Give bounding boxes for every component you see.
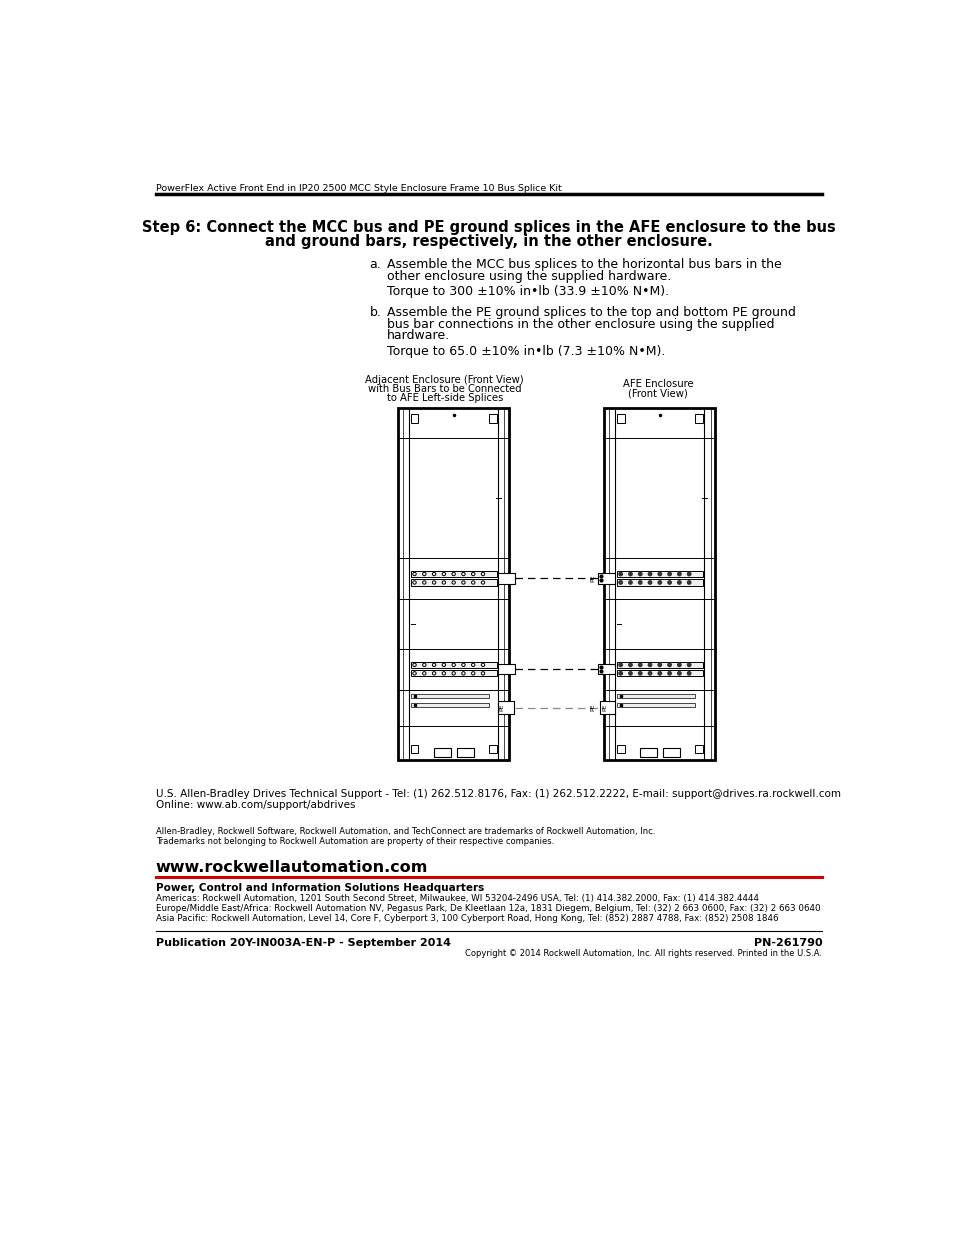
Circle shape: [677, 672, 680, 676]
Bar: [617, 662, 702, 668]
Text: (Front View): (Front View): [627, 389, 687, 399]
Bar: [433, 748, 450, 757]
Bar: [617, 704, 695, 708]
Bar: [662, 748, 679, 757]
Bar: [488, 745, 497, 752]
Circle shape: [628, 672, 632, 676]
Circle shape: [648, 663, 651, 667]
Bar: [695, 414, 702, 424]
Circle shape: [687, 672, 690, 676]
Bar: [410, 414, 418, 424]
Bar: [410, 745, 418, 752]
Bar: [497, 701, 513, 714]
Circle shape: [648, 572, 651, 576]
Bar: [598, 663, 615, 674]
Text: AFE Enclosure: AFE Enclosure: [622, 379, 693, 389]
Circle shape: [618, 572, 621, 576]
Bar: [617, 671, 702, 677]
Text: Assemble the PE ground splices to the top and bottom PE ground: Assemble the PE ground splices to the to…: [386, 306, 795, 319]
Bar: [617, 694, 695, 698]
Circle shape: [658, 580, 660, 584]
Text: bus bar connections in the other enclosure using the supplied: bus bar connections in the other enclosu…: [386, 317, 773, 331]
Text: Power, Control and Information Solutions Headquarters: Power, Control and Information Solutions…: [155, 883, 483, 893]
Text: Publication 20Y-IN003A-EN-P - September 2014: Publication 20Y-IN003A-EN-P - September …: [155, 939, 450, 948]
Text: PE: PE: [601, 704, 606, 711]
Text: Torque to 300 ±10% in•lb (33.9 ±10% N•M).: Torque to 300 ±10% in•lb (33.9 ±10% N•M)…: [386, 285, 668, 299]
Text: to AFE Left-side Splices: to AFE Left-side Splices: [386, 393, 502, 403]
Text: Allen-Bradley, Rockwell Software, Rockwell Automation, and TechConnect are trade: Allen-Bradley, Rockwell Software, Rockwe…: [155, 827, 655, 836]
Circle shape: [687, 572, 690, 576]
Text: PE: PE: [590, 574, 595, 582]
Circle shape: [667, 663, 671, 667]
Circle shape: [628, 580, 632, 584]
Circle shape: [638, 580, 641, 584]
Circle shape: [658, 572, 660, 576]
Bar: [617, 414, 624, 424]
Circle shape: [687, 663, 690, 667]
Circle shape: [677, 572, 680, 576]
Bar: [410, 571, 497, 577]
Text: PE: PE: [499, 704, 504, 711]
Bar: [497, 573, 515, 584]
Text: Americas: Rockwell Automation, 1201 South Second Street, Milwaukee, WI 53204-249: Americas: Rockwell Automation, 1201 Sout…: [155, 894, 758, 903]
Text: PN-261790: PN-261790: [753, 939, 821, 948]
Circle shape: [677, 580, 680, 584]
Text: Step 6: Connect the MCC bus and PE ground splices in the AFE enclosure to the bu: Step 6: Connect the MCC bus and PE groun…: [142, 220, 835, 235]
Text: Assemble the MCC bus splices to the horizontal bus bars in the: Assemble the MCC bus splices to the hori…: [386, 258, 781, 272]
Text: Copyright © 2014 Rockwell Automation, Inc. All rights reserved. Printed in the U: Copyright © 2014 Rockwell Automation, In…: [465, 948, 821, 958]
Circle shape: [638, 672, 641, 676]
Bar: [617, 571, 702, 577]
Bar: [497, 663, 515, 674]
Text: with Bus Bars to be Connected: with Bus Bars to be Connected: [368, 384, 521, 394]
Text: hardware.: hardware.: [386, 330, 449, 342]
Circle shape: [658, 672, 660, 676]
Circle shape: [618, 580, 621, 584]
Text: Online: www.ab.com/support/abdrives: Online: www.ab.com/support/abdrives: [155, 800, 355, 810]
Text: a.: a.: [369, 258, 381, 272]
Bar: [410, 694, 488, 698]
Bar: [599, 701, 615, 714]
Text: Europe/Middle East/Africa: Rockwell Automation NV, Pegasus Park, De Kleetlaan 12: Europe/Middle East/Africa: Rockwell Auto…: [155, 904, 820, 914]
Text: other enclosure using the supplied hardware.: other enclosure using the supplied hardw…: [386, 270, 670, 283]
Text: U.S. Allen-Bradley Drives Technical Support - Tel: (1) 262.512.8176, Fax: (1) 26: U.S. Allen-Bradley Drives Technical Supp…: [155, 789, 840, 799]
Bar: [456, 748, 474, 757]
Bar: [695, 745, 702, 752]
Bar: [639, 748, 656, 757]
Text: b.: b.: [369, 306, 381, 319]
Circle shape: [648, 580, 651, 584]
Bar: [617, 745, 624, 752]
Circle shape: [677, 663, 680, 667]
Text: www.rockwellautomation.com: www.rockwellautomation.com: [155, 861, 428, 876]
Circle shape: [618, 672, 621, 676]
Text: PE: PE: [590, 704, 595, 711]
Circle shape: [667, 580, 671, 584]
Text: Trademarks not belonging to Rockwell Automation are property of their respective: Trademarks not belonging to Rockwell Aut…: [155, 837, 554, 846]
Circle shape: [658, 663, 660, 667]
Text: and ground bars, respectively, in the other enclosure.: and ground bars, respectively, in the ot…: [265, 235, 712, 249]
Circle shape: [618, 663, 621, 667]
Circle shape: [638, 663, 641, 667]
Bar: [617, 579, 702, 585]
Bar: [488, 414, 497, 424]
Circle shape: [667, 672, 671, 676]
Bar: [410, 662, 497, 668]
Circle shape: [628, 572, 632, 576]
Text: Adjacent Enclosure (Front View): Adjacent Enclosure (Front View): [365, 374, 523, 384]
Text: PowerFlex Active Front End in IP20 2500 MCC Style Enclosure Frame 10 Bus Splice : PowerFlex Active Front End in IP20 2500 …: [155, 184, 560, 194]
Bar: [598, 573, 615, 584]
Circle shape: [687, 580, 690, 584]
Circle shape: [648, 672, 651, 676]
Bar: [410, 579, 497, 585]
Text: Asia Pacific: Rockwell Automation, Level 14, Core F, Cyberport 3, 100 Cyberport : Asia Pacific: Rockwell Automation, Level…: [155, 914, 778, 924]
Bar: [604, 408, 715, 761]
Bar: [397, 408, 509, 761]
Bar: [410, 671, 497, 677]
Circle shape: [628, 663, 632, 667]
Bar: [410, 704, 488, 708]
Circle shape: [667, 572, 671, 576]
Circle shape: [638, 572, 641, 576]
Text: Torque to 65.0 ±10% in•lb (7.3 ±10% N•M).: Torque to 65.0 ±10% in•lb (7.3 ±10% N•M)…: [386, 345, 664, 358]
